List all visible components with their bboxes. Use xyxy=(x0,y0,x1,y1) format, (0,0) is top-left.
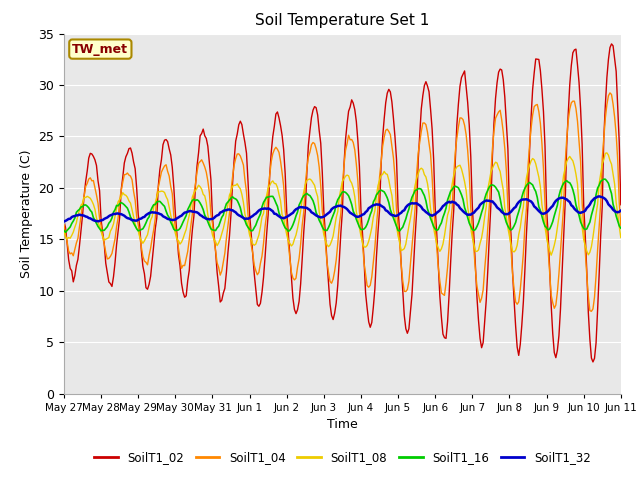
Y-axis label: Soil Temperature (C): Soil Temperature (C) xyxy=(20,149,33,278)
Legend: SoilT1_02, SoilT1_04, SoilT1_08, SoilT1_16, SoilT1_32: SoilT1_02, SoilT1_04, SoilT1_08, SoilT1_… xyxy=(90,446,595,469)
X-axis label: Time: Time xyxy=(327,418,358,431)
Text: TW_met: TW_met xyxy=(72,43,129,56)
Title: Soil Temperature Set 1: Soil Temperature Set 1 xyxy=(255,13,429,28)
